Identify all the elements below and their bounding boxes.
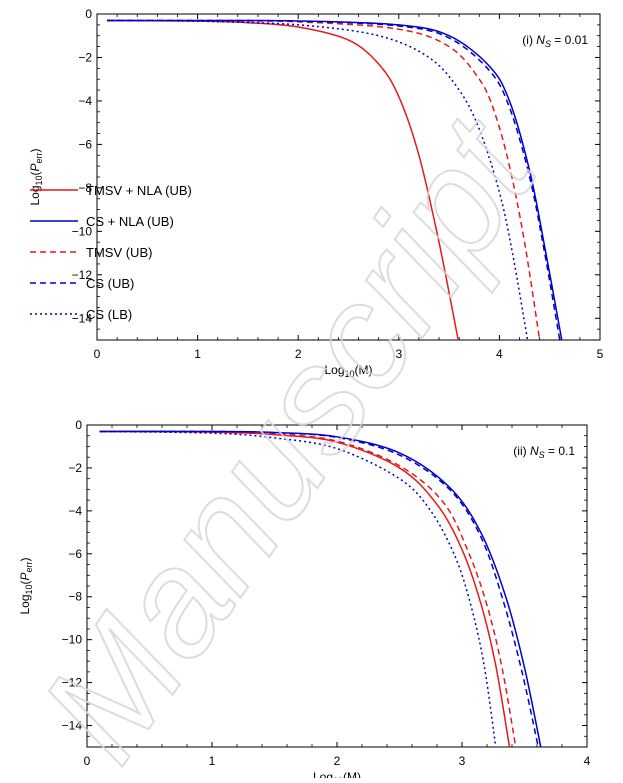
y-tick-label: −4 — [78, 94, 92, 108]
x-tick-label: 1 — [194, 347, 201, 361]
legend-label: TMSV (UB) — [86, 245, 152, 260]
y-tick-label: −2 — [68, 461, 82, 475]
y-tick-label: −12 — [62, 676, 83, 690]
x-axis-label: Log10(M) — [324, 363, 372, 379]
y-tick-label: −2 — [78, 50, 92, 64]
legend-label: CS (UB) — [86, 276, 134, 291]
x-tick-label: 3 — [459, 754, 466, 768]
x-axis-label: Log10(M) — [313, 770, 361, 778]
y-tick-label: −10 — [72, 224, 93, 238]
series-line-3 — [107, 19, 541, 340]
series-line-1 — [99, 430, 511, 747]
series-line-3 — [99, 430, 517, 747]
y-tick-label: −8 — [78, 181, 92, 195]
x-tick-label: 3 — [395, 347, 402, 361]
y-axis-label: Log10(Perr) — [28, 148, 44, 205]
series-line-5 — [107, 19, 529, 340]
series-line-5 — [99, 430, 497, 747]
series-group — [99, 430, 542, 747]
y-tick-label: −4 — [68, 504, 82, 518]
y-tick-label: −8 — [68, 590, 82, 604]
legend-label: CS (LB) — [86, 307, 132, 322]
y-tick-label: −6 — [78, 137, 92, 151]
legend: TMSV + NLA (UB) CS + NLA (UB) TMSV (UB) CS … — [30, 183, 192, 322]
series-line-2 — [99, 430, 542, 747]
plot-frame — [86, 424, 588, 748]
y-tick-label: −10 — [62, 633, 83, 647]
panel-annotation: (ii) NS = 0.1 — [513, 444, 575, 460]
panel-annotation: (i) NS = 0.01 — [522, 33, 588, 49]
series-line-2 — [107, 19, 563, 340]
legend-label: TMSV + NLA (UB) — [86, 183, 192, 198]
chart-panel-1: 0 1 2 3 4 5 0 −2 −4 −6 −8 −10 −12 −14 Log10(M) Log10(Pe… — [28, 7, 604, 379]
y-axis-label: Log10(Perr) — [18, 557, 34, 614]
y-tick-label: −14 — [72, 311, 93, 325]
series-line-4 — [107, 19, 561, 340]
y-tick-label: 0 — [75, 418, 82, 432]
series-group — [107, 19, 563, 340]
y-tick-label: −12 — [72, 268, 93, 282]
y-tick-label: −14 — [62, 719, 83, 733]
x-tick-label: 0 — [84, 754, 91, 768]
chart-panel-2: 0 1 2 3 4 0 −2 −4 −6 −8 −10 −12 −14 Log10(M) Log10(Per… — [18, 418, 591, 783]
legend-label: CS + NLA (UB) — [86, 214, 174, 229]
x-tick-label: 1 — [209, 754, 216, 768]
x-tick-label: 4 — [584, 754, 591, 768]
x-tick-label: 2 — [295, 347, 302, 361]
x-tick-label: 4 — [496, 347, 503, 361]
series-line-4 — [99, 430, 539, 747]
x-tick-label: 2 — [334, 754, 341, 768]
y-tick-label: 0 — [85, 7, 92, 21]
series-line-1 — [107, 19, 459, 340]
x-tick-label: 0 — [94, 347, 101, 361]
plot-frame — [96, 13, 601, 341]
x-tick-label: 5 — [597, 347, 604, 361]
y-tick-label: −6 — [68, 547, 82, 561]
